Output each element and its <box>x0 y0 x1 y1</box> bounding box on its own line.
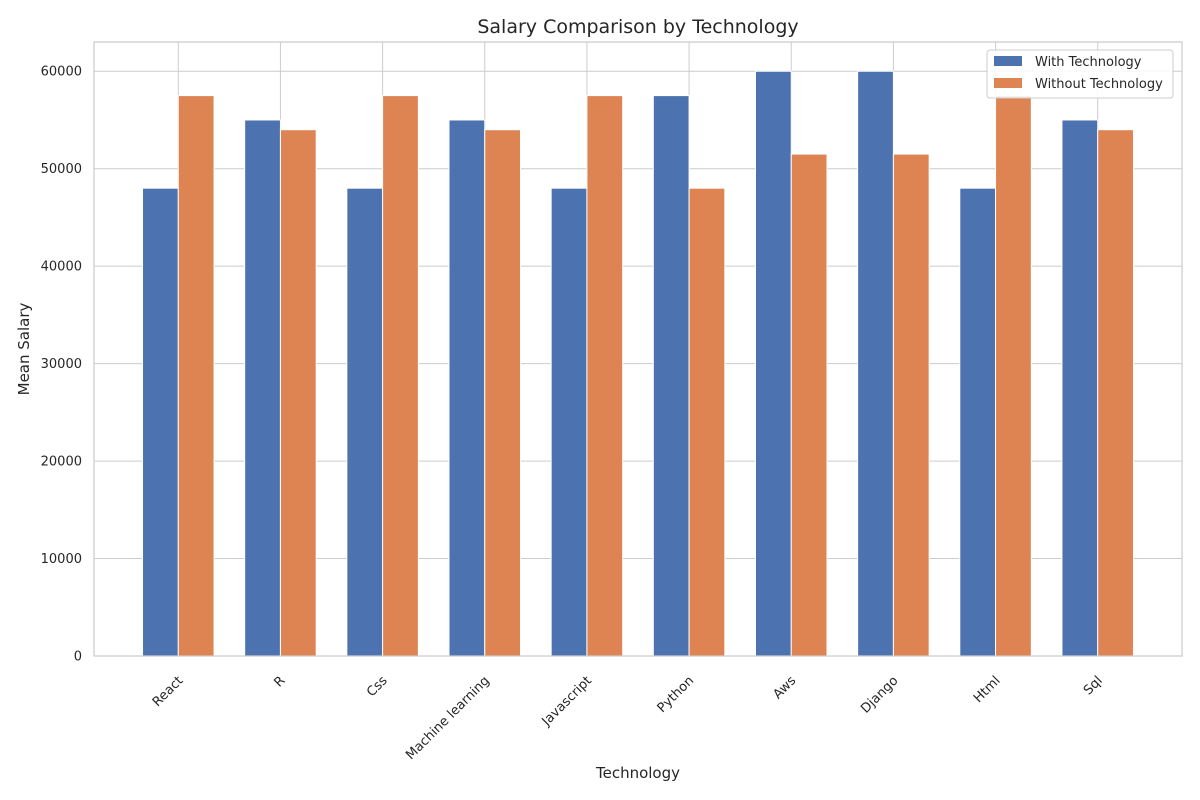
bar-without-technology <box>177 95 215 657</box>
bars-layer <box>142 70 1134 657</box>
legend-swatch <box>994 78 1022 88</box>
y-tick-label: 30000 <box>41 357 82 372</box>
y-tick-label: 40000 <box>41 260 82 275</box>
bar-with-technology <box>857 70 894 657</box>
legend-box <box>986 49 1174 99</box>
chart-title: Salary Comparison by Technology <box>477 16 798 38</box>
bar-with-technology <box>142 187 179 657</box>
y-tick-label: 10000 <box>41 552 82 567</box>
bar-with-technology <box>244 119 281 657</box>
bar-with-technology <box>1061 119 1099 657</box>
legend-label: Without Technology <box>1035 77 1163 92</box>
bar-with-technology <box>959 187 997 657</box>
bar-without-technology <box>892 153 930 657</box>
legend: With Technology Without Technology <box>986 49 1174 99</box>
y-tick-label: 0 <box>74 650 82 665</box>
bar-without-technology <box>995 95 1032 657</box>
legend-label: With Technology <box>1035 55 1142 70</box>
bar-without-technology <box>790 153 828 657</box>
bar-with-technology <box>448 119 486 657</box>
x-axis-label: Technology <box>595 764 680 782</box>
bar-without-technology <box>1097 129 1134 657</box>
bar-with-technology <box>550 187 588 657</box>
y-axis-label: Mean Salary <box>15 303 33 396</box>
bar-without-technology <box>688 187 726 657</box>
y-tick-label: 50000 <box>41 162 82 177</box>
legend-swatch <box>994 56 1022 66</box>
bar-without-technology <box>484 129 522 657</box>
bar-without-technology <box>279 129 317 657</box>
bar-with-technology <box>652 95 690 657</box>
bar-without-technology <box>586 95 624 657</box>
y-tick-label: 60000 <box>41 65 82 80</box>
y-tick-label: 20000 <box>41 455 82 470</box>
plot-frame <box>93 41 1183 657</box>
bar-with-technology <box>754 70 792 657</box>
y-tick-labels: 0 10000 20000 30000 40000 50000 60000 <box>41 65 82 665</box>
bar-without-technology <box>382 95 419 657</box>
bar-with-technology <box>346 187 384 657</box>
